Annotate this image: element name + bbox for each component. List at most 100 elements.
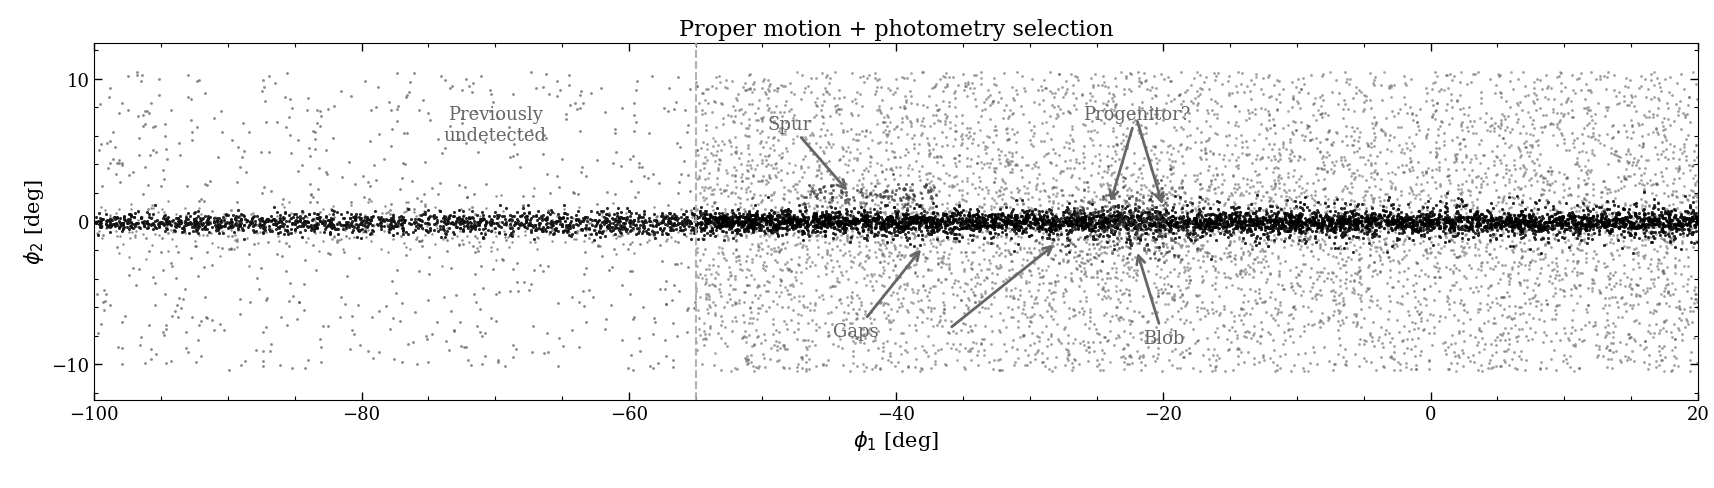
Point xyxy=(1148,192,1176,200)
Point xyxy=(1609,219,1637,227)
Point xyxy=(1296,234,1323,242)
Point xyxy=(1431,203,1459,211)
Point xyxy=(530,211,557,219)
Point xyxy=(1040,94,1068,102)
Point xyxy=(1013,190,1040,198)
Point xyxy=(874,253,902,261)
Point xyxy=(132,234,159,242)
Point xyxy=(367,213,394,221)
Point xyxy=(1378,213,1405,221)
Point xyxy=(285,168,312,176)
Point xyxy=(584,211,612,219)
Point xyxy=(1510,217,1537,225)
Point xyxy=(1351,230,1378,238)
Point xyxy=(756,216,783,224)
Point xyxy=(1556,246,1584,254)
Point xyxy=(1375,254,1402,262)
Point xyxy=(920,120,948,128)
Point xyxy=(1102,225,1130,233)
Point xyxy=(185,77,213,85)
Point xyxy=(1075,219,1102,227)
Point xyxy=(941,95,968,102)
Point xyxy=(1035,69,1063,77)
Point xyxy=(1227,238,1255,246)
Point xyxy=(996,158,1023,165)
Point xyxy=(1172,251,1200,259)
Point xyxy=(1142,216,1169,224)
Point xyxy=(302,224,329,232)
Point xyxy=(929,88,956,96)
Point xyxy=(850,133,878,141)
Point xyxy=(1412,211,1440,219)
Point xyxy=(1361,248,1388,256)
Point xyxy=(463,322,490,330)
Point xyxy=(812,362,840,369)
Point xyxy=(1164,215,1191,223)
Point xyxy=(1459,202,1486,210)
Point xyxy=(185,223,213,231)
Point xyxy=(914,254,941,262)
Point xyxy=(211,223,238,231)
Point xyxy=(1405,224,1433,232)
Point xyxy=(1059,241,1087,248)
Point xyxy=(1133,210,1160,218)
Point xyxy=(547,86,574,94)
Point xyxy=(1102,224,1130,231)
Point xyxy=(1445,214,1472,222)
Point xyxy=(1262,211,1289,219)
Point xyxy=(1052,220,1080,227)
Point xyxy=(1448,136,1476,143)
Point xyxy=(953,175,980,183)
Point xyxy=(117,215,144,223)
Point xyxy=(816,203,843,210)
Point xyxy=(740,213,768,221)
Point xyxy=(1063,217,1090,225)
Point xyxy=(1570,163,1597,170)
Point xyxy=(350,213,377,221)
Point xyxy=(1572,215,1599,223)
Point xyxy=(809,296,836,304)
Point xyxy=(194,225,221,233)
Point xyxy=(1241,210,1268,218)
Point xyxy=(1142,220,1169,227)
Point xyxy=(1070,307,1097,315)
Point xyxy=(982,188,1010,196)
Point xyxy=(998,305,1025,313)
Point xyxy=(1136,189,1164,197)
Point xyxy=(874,217,902,224)
Point xyxy=(482,318,509,325)
Point xyxy=(879,228,907,236)
Point xyxy=(1203,223,1231,231)
Point xyxy=(1066,267,1094,275)
Point xyxy=(1544,220,1572,228)
Point xyxy=(540,231,567,239)
Point xyxy=(1304,220,1332,227)
Point xyxy=(1059,340,1087,347)
Point xyxy=(1591,224,1618,232)
Point xyxy=(915,222,943,229)
Point xyxy=(890,285,917,293)
Point xyxy=(1263,231,1291,239)
Point xyxy=(991,180,1018,187)
Point xyxy=(1075,214,1102,222)
Point xyxy=(595,212,622,220)
Point xyxy=(1061,95,1088,102)
Point xyxy=(324,230,351,238)
Point xyxy=(509,203,536,210)
Point xyxy=(1018,194,1046,202)
Point xyxy=(802,207,830,215)
Point xyxy=(1623,301,1651,308)
Point xyxy=(744,178,771,186)
Point xyxy=(891,97,919,104)
Point xyxy=(866,224,893,232)
Point xyxy=(1337,180,1364,188)
Point xyxy=(271,209,298,217)
Point xyxy=(1035,286,1063,294)
Point xyxy=(538,220,566,228)
Point xyxy=(598,224,626,232)
Point xyxy=(1440,197,1467,205)
Point xyxy=(732,226,759,234)
Point xyxy=(1006,209,1034,217)
Point xyxy=(907,163,934,170)
Point xyxy=(878,193,905,201)
